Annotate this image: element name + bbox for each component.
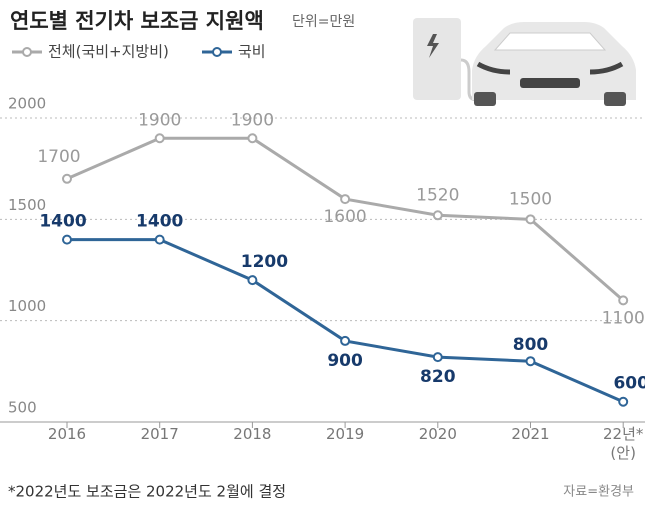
data-label: 1700 xyxy=(37,147,80,167)
chart-subtitle: 단위=만원 xyxy=(292,14,355,30)
data-label: 600 xyxy=(613,374,645,394)
point xyxy=(432,210,443,221)
data-label: 820 xyxy=(420,367,456,387)
point xyxy=(525,214,536,225)
point xyxy=(154,133,165,144)
x-tick-label: 2021 xyxy=(511,425,550,443)
data-label: 1500 xyxy=(509,189,552,209)
legend-label: 전체(국비+지방비) xyxy=(48,43,169,61)
x-tick-label: 22년* (안) xyxy=(602,425,644,462)
data-label: 1900 xyxy=(138,110,181,130)
y-tick-label: 1500 xyxy=(8,196,46,214)
data-label: 1200 xyxy=(241,252,288,272)
y-tick-label: 500 xyxy=(8,399,37,417)
point xyxy=(618,295,629,306)
x-tick-label: 2019 xyxy=(326,425,365,443)
data-label: 1520 xyxy=(416,185,459,205)
data-label: 1400 xyxy=(136,212,183,232)
source: 자료=환경부 xyxy=(563,485,634,500)
data-label: 1400 xyxy=(39,212,86,232)
point xyxy=(340,194,351,205)
x-tick-label: 2018 xyxy=(233,425,272,443)
x-tick-label: 2020 xyxy=(418,425,457,443)
data-label: 1900 xyxy=(231,110,274,130)
data-label: 1600 xyxy=(323,207,366,227)
legend-marker xyxy=(212,47,222,57)
x-tick-label: 2016 xyxy=(47,425,87,443)
legend-label: 국비 xyxy=(238,43,266,61)
point xyxy=(247,275,258,286)
data-label: 1100 xyxy=(602,308,645,328)
y-tick-label: 1000 xyxy=(8,297,46,315)
point xyxy=(525,356,536,367)
legend-marker xyxy=(22,47,32,57)
car-icon xyxy=(413,18,636,106)
data-label: 900 xyxy=(327,351,363,371)
point xyxy=(340,335,351,346)
y-tick-label: 2000 xyxy=(8,95,46,113)
x-tick-label: 2017 xyxy=(140,425,179,443)
footnote: *2022년도 보조금은 2022년도 2월에 결정 xyxy=(8,483,286,501)
chart-title: 연도별 전기차 보조금 지원액 xyxy=(10,9,264,33)
point xyxy=(618,396,629,407)
point xyxy=(62,173,72,184)
point xyxy=(62,234,72,245)
point xyxy=(247,133,258,144)
point xyxy=(432,352,443,363)
data-label: 800 xyxy=(513,335,549,355)
point xyxy=(154,234,165,245)
